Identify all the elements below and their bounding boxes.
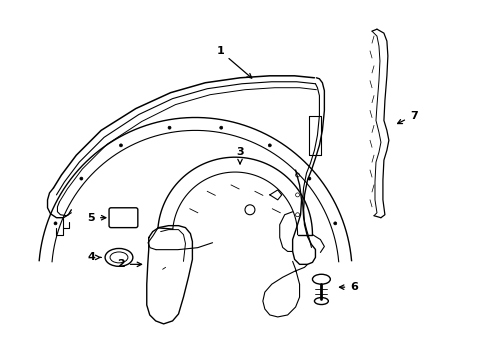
Circle shape	[80, 177, 82, 180]
Circle shape	[54, 222, 57, 225]
Circle shape	[333, 222, 336, 225]
Text: 5: 5	[87, 213, 106, 223]
Circle shape	[307, 177, 310, 180]
Text: 3: 3	[236, 147, 244, 164]
Circle shape	[219, 126, 222, 129]
Text: 2: 2	[117, 259, 142, 269]
Circle shape	[119, 144, 122, 147]
Text: 6: 6	[339, 282, 357, 292]
Text: 1: 1	[216, 46, 251, 78]
Text: 4: 4	[87, 252, 101, 262]
Circle shape	[168, 126, 171, 129]
Text: 7: 7	[397, 111, 417, 123]
Circle shape	[268, 144, 271, 147]
